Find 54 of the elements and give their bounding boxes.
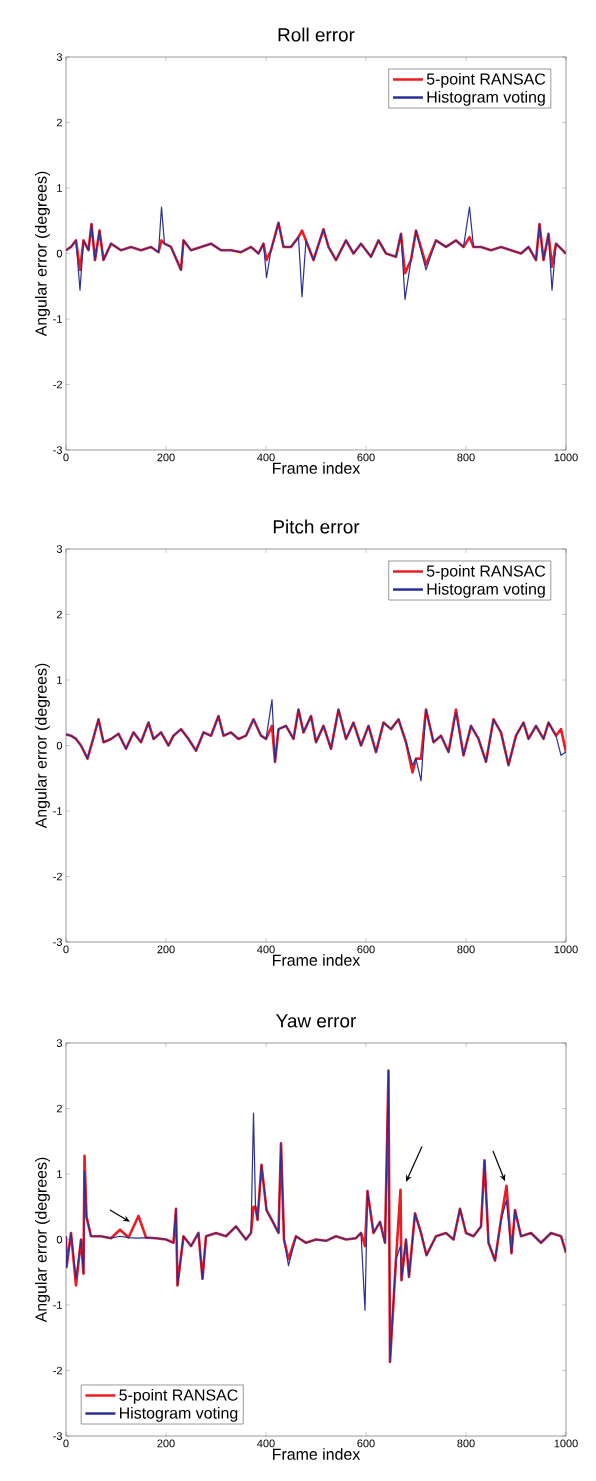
legend-label: Histogram voting bbox=[427, 91, 545, 106]
x-axis-title: Frame index bbox=[273, 954, 361, 966]
x-tick-label: 0 bbox=[63, 945, 69, 954]
x-tick-label: 1000 bbox=[554, 453, 578, 462]
y-tick-label: 1 bbox=[57, 1170, 62, 1178]
y-axis-title: Angular error (degrees) bbox=[35, 663, 50, 829]
x-tick-label: 600 bbox=[357, 453, 375, 462]
x-tick-label: 0 bbox=[63, 453, 69, 462]
chart-title: Roll error bbox=[278, 27, 355, 42]
x-tick-label: 600 bbox=[357, 945, 375, 954]
y-tick-label: 2 bbox=[56, 610, 62, 619]
y-tick-label: 2 bbox=[56, 1104, 62, 1113]
legend-label: 5-point RANSAC bbox=[426, 564, 546, 580]
x-tick-label: 0 bbox=[63, 1439, 69, 1448]
y-tick-label: -2 bbox=[53, 872, 62, 881]
y-tick-label: 0 bbox=[56, 249, 63, 258]
x-tick-label: 800 bbox=[457, 1439, 475, 1448]
y-tick-label: -3 bbox=[53, 938, 62, 946]
y-tick-label: -2 bbox=[53, 380, 62, 389]
x-tick-label: 400 bbox=[257, 945, 275, 954]
y-tick-label: -1 bbox=[53, 315, 62, 323]
y-tick-label: 0 bbox=[56, 741, 63, 750]
legend-label: 5-point RANSAC bbox=[119, 1388, 238, 1404]
chart-title: Yaw error bbox=[276, 1014, 356, 1028]
x-tick-label: 1000 bbox=[554, 945, 578, 954]
y-tick-label: -1 bbox=[53, 1301, 62, 1309]
x-tick-label: 600 bbox=[357, 1439, 375, 1448]
x-tick-label: 400 bbox=[257, 453, 275, 462]
x-tick-label: 1000 bbox=[554, 1439, 578, 1448]
x-axis-title: Frame index bbox=[273, 462, 361, 474]
y-tick-label: -3 bbox=[53, 1432, 62, 1440]
chart-title: Pitch error bbox=[273, 519, 360, 534]
y-tick-label: -1 bbox=[53, 807, 62, 815]
x-tick-label: 200 bbox=[157, 945, 175, 954]
x-axis-title: Frame index bbox=[273, 1448, 361, 1460]
legend-label: Histogram voting bbox=[427, 583, 545, 598]
y-tick-label: 1 bbox=[57, 184, 62, 192]
legend-label: Histogram voting bbox=[119, 1407, 238, 1422]
y-tick-label: -3 bbox=[53, 446, 62, 454]
y-tick-label: 3 bbox=[56, 1039, 62, 1047]
legend-label: 5-point RANSAC bbox=[426, 72, 546, 88]
y-axis-title: Angular error (degrees) bbox=[35, 1157, 50, 1323]
x-tick-label: 400 bbox=[257, 1439, 275, 1448]
x-tick-label: 800 bbox=[457, 945, 475, 954]
y-tick-label: 2 bbox=[56, 118, 62, 127]
y-tick-label: -2 bbox=[53, 1366, 62, 1375]
x-tick-label: 200 bbox=[157, 1439, 175, 1448]
y-axis-title: Angular error (degrees) bbox=[35, 171, 50, 337]
y-tick-label: 1 bbox=[57, 676, 62, 684]
y-tick-label: 3 bbox=[56, 53, 62, 61]
x-tick-label: 200 bbox=[157, 453, 175, 462]
y-tick-label: 3 bbox=[56, 545, 62, 553]
x-tick-label: 800 bbox=[457, 453, 475, 462]
y-tick-label: 0 bbox=[56, 1235, 63, 1244]
